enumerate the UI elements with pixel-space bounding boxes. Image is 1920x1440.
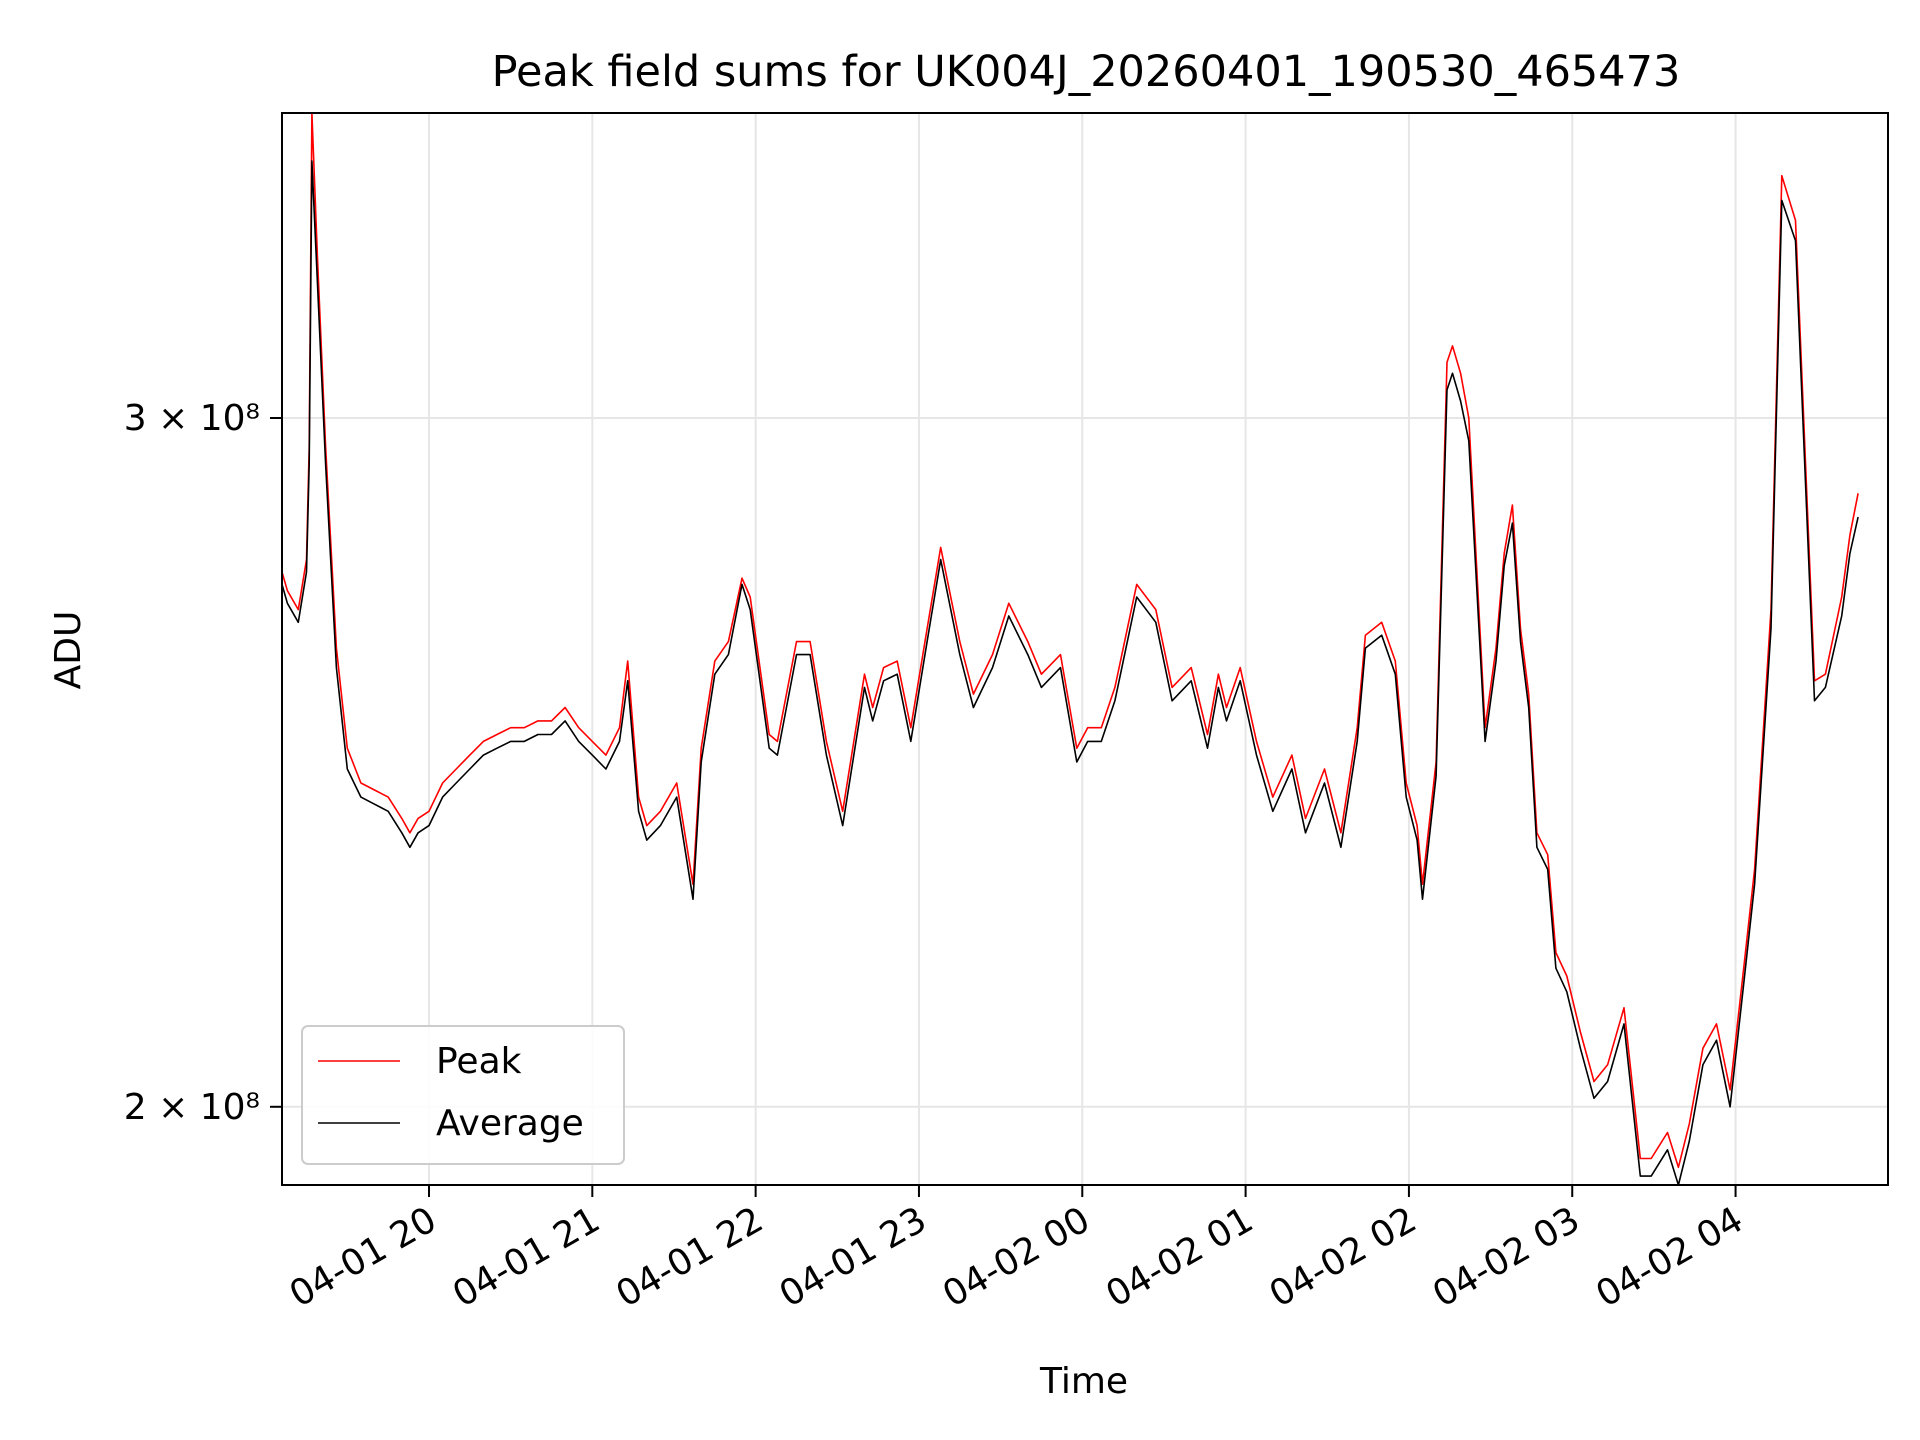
- legend-label-peak: Peak: [436, 1041, 522, 1082]
- x-axis-label: Time: [1039, 1361, 1128, 1402]
- y-axis-label: ADU: [48, 611, 89, 690]
- plot-frame: [281, 112, 1889, 1186]
- legend: Peak Average: [301, 1025, 625, 1165]
- series-layer: [281, 112, 1859, 1186]
- legend-label-average: Average: [436, 1103, 584, 1144]
- chart-title: Peak field sums for UK004J_20260401_1905…: [492, 47, 1681, 97]
- series-line-peak: [281, 112, 1859, 1169]
- y-tick-label: 3 × 10⁸: [124, 398, 260, 439]
- y-tick-label: 2 × 10⁸: [124, 1087, 260, 1128]
- y-axis: 3 × 10⁸ 2 × 10⁸: [124, 398, 282, 1128]
- series-line-average: [281, 160, 1859, 1186]
